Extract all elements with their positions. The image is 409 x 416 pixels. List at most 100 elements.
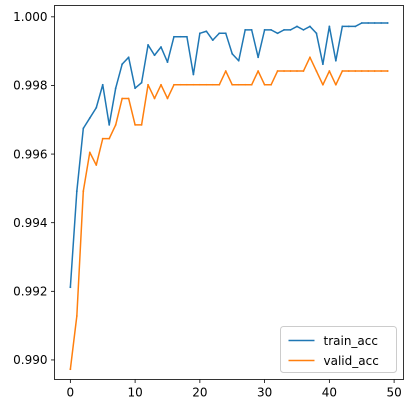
data-point-train-acc bbox=[334, 59, 337, 62]
data-point-train-acc bbox=[347, 25, 350, 28]
data-point-train-acc bbox=[179, 35, 182, 38]
series-line-train-acc bbox=[69, 22, 389, 288]
data-point-valid-acc bbox=[380, 70, 383, 72]
data-point-train-acc bbox=[257, 56, 260, 59]
data-point-train-acc bbox=[328, 25, 331, 28]
data-point-train-acc bbox=[224, 32, 227, 35]
data-point-valid-acc bbox=[121, 97, 124, 100]
data-point-train-acc bbox=[153, 54, 156, 57]
data-point-train-acc bbox=[211, 39, 214, 42]
series-line-valid-acc bbox=[69, 56, 389, 371]
data-point-train-acc bbox=[244, 28, 247, 31]
data-point-train-acc bbox=[108, 124, 111, 126]
x-tick-label: 0 bbox=[67, 386, 75, 400]
data-point-valid-acc bbox=[224, 70, 227, 72]
data-point-train-acc bbox=[121, 63, 124, 66]
data-point-valid-acc bbox=[179, 83, 182, 86]
data-point-train-acc bbox=[173, 35, 175, 38]
data-point-valid-acc bbox=[315, 70, 318, 72]
x-tick-label: 50 bbox=[386, 386, 401, 400]
data-point-valid-acc bbox=[373, 70, 376, 72]
data-point-train-acc bbox=[373, 22, 376, 24]
data-point-valid-acc bbox=[173, 83, 175, 86]
data-point-train-acc bbox=[88, 117, 91, 119]
data-point-valid-acc bbox=[75, 315, 78, 317]
legend-label: train_acc bbox=[324, 334, 378, 348]
y-tick-label: 0.996 bbox=[13, 147, 47, 161]
data-point-valid-acc bbox=[114, 124, 117, 126]
y-tick-label: 1.000 bbox=[13, 10, 47, 24]
data-point-valid-acc bbox=[218, 83, 221, 86]
data-point-train-acc bbox=[289, 28, 292, 31]
legend: train_acc valid_acc bbox=[280, 326, 397, 373]
y-tick-label: 0.994 bbox=[13, 216, 47, 230]
data-point-valid-acc bbox=[211, 83, 214, 86]
x-tick-label: 40 bbox=[322, 386, 337, 400]
data-point-valid-acc bbox=[153, 97, 156, 100]
x-tick-label: 30 bbox=[257, 386, 272, 400]
data-point-train-acc bbox=[198, 32, 201, 35]
data-point-train-acc bbox=[367, 22, 370, 24]
y-tick-label: 0.992 bbox=[13, 285, 47, 299]
data-point-valid-acc bbox=[88, 151, 91, 154]
data-point-train-acc bbox=[205, 30, 208, 33]
x-tick-label: 10 bbox=[127, 386, 142, 400]
data-point-valid-acc bbox=[302, 70, 305, 72]
data-point-train-acc bbox=[166, 61, 169, 64]
data-point-valid-acc bbox=[347, 70, 350, 72]
data-point-valid-acc bbox=[367, 70, 370, 72]
data-point-valid-acc bbox=[296, 70, 298, 72]
y-tick-label: 0.990 bbox=[13, 353, 47, 367]
data-point-valid-acc bbox=[134, 124, 137, 126]
data-point-valid-acc bbox=[231, 83, 234, 86]
data-point-train-acc bbox=[127, 56, 130, 59]
data-point-train-acc bbox=[231, 52, 234, 55]
data-point-train-acc bbox=[283, 28, 285, 31]
y-tick-label: 0.998 bbox=[13, 79, 47, 93]
data-point-valid-acc bbox=[334, 83, 337, 86]
data-point-train-acc bbox=[250, 28, 253, 31]
data-point-valid-acc bbox=[270, 83, 272, 86]
data-point-train-acc bbox=[114, 87, 117, 90]
data-point-train-acc bbox=[360, 22, 363, 24]
data-point-train-acc bbox=[302, 28, 305, 31]
data-point-train-acc bbox=[218, 32, 221, 35]
data-point-train-acc bbox=[380, 22, 383, 24]
x-axis: 0 10 20 30 40 50 bbox=[67, 379, 402, 400]
y-axis: 0.990 0.992 0.994 0.996 0.998 1.000 bbox=[13, 10, 55, 367]
data-point-valid-acc bbox=[386, 70, 389, 72]
data-point-valid-acc bbox=[108, 137, 111, 140]
data-point-train-acc bbox=[140, 81, 143, 84]
data-point-train-acc bbox=[309, 25, 311, 28]
data-point-train-acc bbox=[354, 25, 357, 28]
series-lines bbox=[69, 22, 389, 371]
data-point-valid-acc bbox=[263, 83, 266, 86]
data-point-valid-acc bbox=[140, 124, 143, 126]
data-point-valid-acc bbox=[244, 83, 247, 86]
data-point-valid-acc bbox=[82, 190, 85, 193]
data-point-valid-acc bbox=[276, 70, 279, 72]
data-point-train-acc bbox=[160, 46, 162, 48]
data-point-train-acc bbox=[296, 25, 298, 28]
data-point-valid-acc bbox=[147, 83, 149, 86]
data-point-valid-acc bbox=[95, 164, 98, 166]
data-point-train-acc bbox=[315, 32, 318, 35]
data-point-valid-acc bbox=[186, 83, 188, 86]
x-tick-label: 20 bbox=[192, 386, 207, 400]
data-point-valid-acc bbox=[341, 70, 344, 72]
data-point-valid-acc bbox=[360, 70, 363, 72]
data-point-train-acc bbox=[237, 59, 240, 62]
data-point-train-acc bbox=[75, 190, 78, 193]
data-point-train-acc bbox=[69, 286, 72, 289]
data-point-valid-acc bbox=[309, 56, 311, 59]
data-point-valid-acc bbox=[192, 83, 195, 86]
data-point-train-acc bbox=[276, 32, 279, 35]
data-point-valid-acc bbox=[166, 97, 169, 100]
data-point-train-acc bbox=[147, 44, 149, 46]
data-point-valid-acc bbox=[289, 70, 292, 72]
data-point-valid-acc bbox=[250, 83, 253, 86]
data-point-train-acc bbox=[386, 22, 389, 24]
data-point-train-acc bbox=[82, 127, 85, 130]
data-point-valid-acc bbox=[257, 70, 260, 72]
